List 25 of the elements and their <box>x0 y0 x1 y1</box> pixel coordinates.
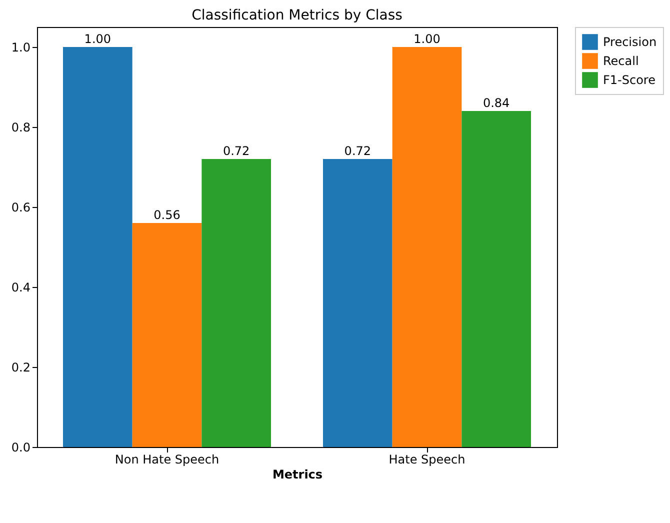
x-axis-title: Metrics <box>272 468 323 482</box>
data-label: 0.72 <box>222 144 250 158</box>
data-label: 0.84 <box>482 96 510 110</box>
y-tick-label: 0.0 <box>11 440 30 454</box>
legend-label: Precision <box>603 35 657 49</box>
data-label: 0.72 <box>344 144 372 158</box>
bar <box>462 111 531 447</box>
x-tick-label: Non Hate Speech <box>114 452 220 466</box>
y-tick-label: 0.4 <box>11 280 30 294</box>
x-tick-label: Hate Speech <box>388 452 466 466</box>
bar <box>323 159 392 447</box>
legend-label: F1-Score <box>603 73 656 87</box>
bar <box>202 159 271 447</box>
y-tick-label: 0.6 <box>11 200 30 214</box>
data-label: 0.56 <box>154 208 180 222</box>
bar <box>392 47 462 447</box>
bar <box>132 223 202 447</box>
data-label: 1.00 <box>414 32 440 46</box>
y-tick-label: 0.8 <box>11 120 30 134</box>
data-label: 1.00 <box>84 32 112 46</box>
y-tick-label: 0.2 <box>11 360 30 374</box>
y-tick-label: 1.0 <box>11 40 30 54</box>
legend-label: Recall <box>603 54 639 68</box>
chart-title: Classification Metrics by Class <box>192 8 402 24</box>
bar <box>63 47 132 447</box>
